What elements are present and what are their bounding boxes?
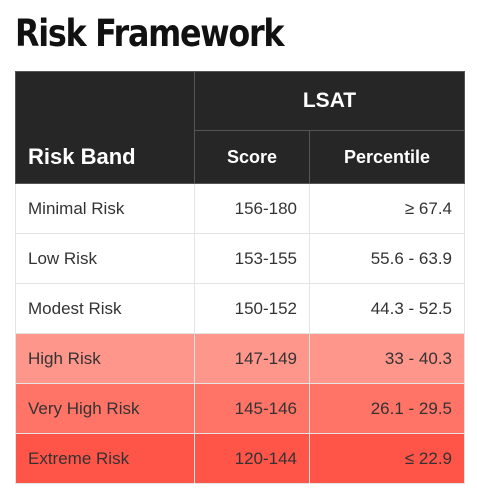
- score-header: Score: [194, 130, 310, 184]
- percentile-cell: 26.1 - 29.5: [309, 383, 465, 434]
- risk-band-cell: Modest Risk: [15, 283, 195, 334]
- table-row: High Risk 147-149 33 - 40.3: [15, 333, 465, 384]
- lsat-group-header: LSAT: [194, 71, 465, 131]
- percentile-cell: 44.3 - 52.5: [309, 283, 465, 334]
- table-body: Minimal Risk 156-180 ≥ 67.4 Low Risk 153…: [15, 183, 465, 484]
- risk-band-cell: Minimal Risk: [15, 183, 195, 234]
- score-cell: 156-180: [194, 183, 310, 234]
- score-cell: 147-149: [194, 333, 310, 384]
- risk-band-cell: High Risk: [15, 333, 195, 384]
- table-row: Low Risk 153-155 55.6 - 63.9: [15, 233, 465, 284]
- score-cell: 150-152: [194, 283, 310, 334]
- table-row: Modest Risk 150-152 44.3 - 52.5: [15, 283, 465, 334]
- table-row: Very High Risk 145-146 26.1 - 29.5: [15, 383, 465, 434]
- score-cell: 153-155: [194, 233, 310, 284]
- score-cell: 120-144: [194, 433, 310, 484]
- percentile-cell: ≤ 22.9: [309, 433, 465, 484]
- percentile-cell: 55.6 - 63.9: [309, 233, 465, 284]
- risk-band-cell: Very High Risk: [15, 383, 195, 434]
- percentile-cell: ≥ 67.4: [309, 183, 465, 234]
- risk-table: Risk Band LSAT Score Percentile Minimal …: [15, 71, 465, 484]
- percentile-header: Percentile: [309, 130, 465, 184]
- page-title: Risk Framework: [15, 12, 285, 55]
- table-row: Extreme Risk 120-144 ≤ 22.9: [15, 433, 465, 484]
- table-header: Risk Band LSAT Score Percentile: [15, 71, 465, 184]
- score-cell: 145-146: [194, 383, 310, 434]
- percentile-cell: 33 - 40.3: [309, 333, 465, 384]
- table-row: Minimal Risk 156-180 ≥ 67.4: [15, 183, 465, 234]
- risk-band-cell: Extreme Risk: [15, 433, 195, 484]
- risk-band-header: Risk Band: [15, 71, 195, 184]
- risk-band-cell: Low Risk: [15, 233, 195, 284]
